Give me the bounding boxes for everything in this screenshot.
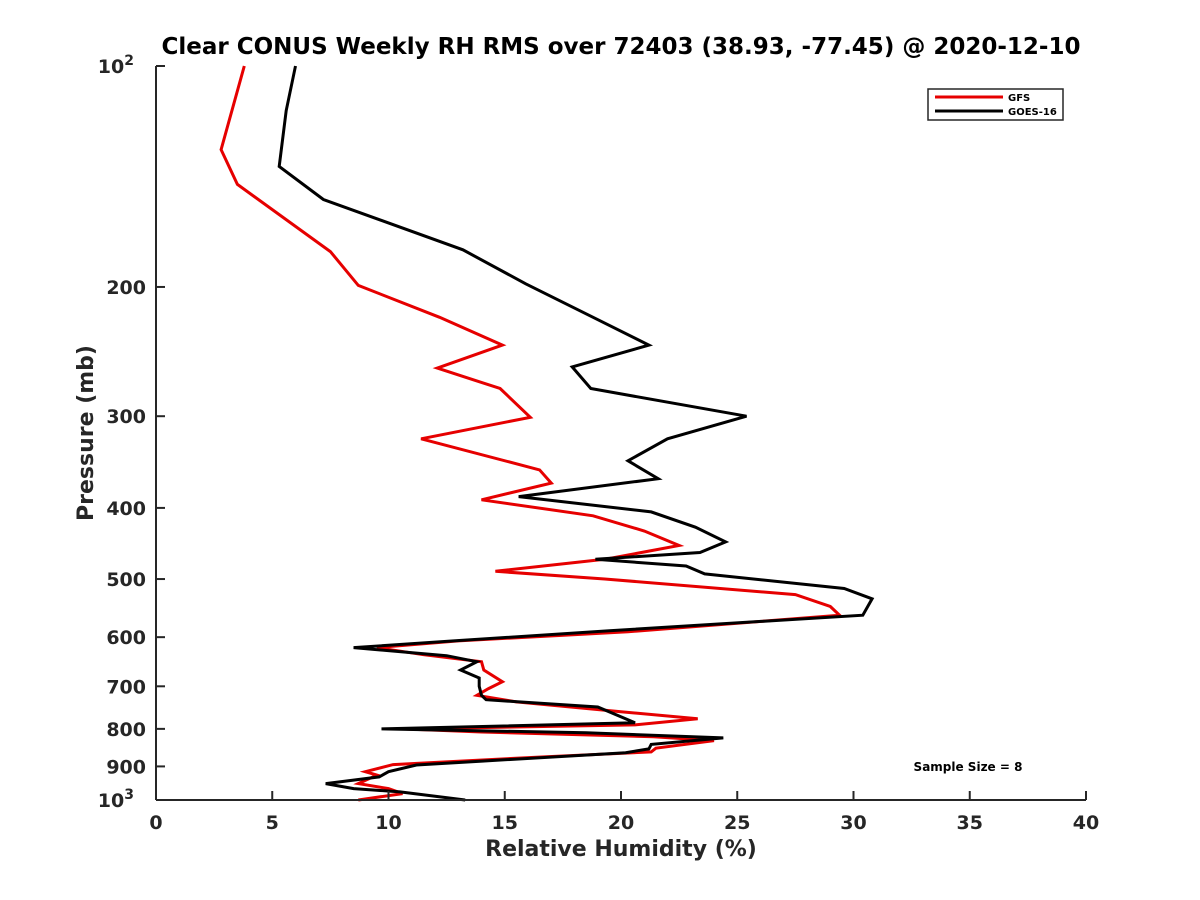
x-axis-title: Relative Humidity (%) (485, 837, 757, 862)
y-tick-label: 300 (106, 406, 146, 428)
y-tick-base: 900 (106, 756, 146, 778)
y-tick-label: 800 (106, 719, 146, 741)
y-tick-label: 600 (106, 627, 146, 649)
y-tick-label: 400 (106, 498, 146, 520)
x-tick-label: 25 (724, 812, 750, 834)
y-tick-label: 103 (98, 787, 134, 812)
x-tick-label: 20 (608, 812, 634, 834)
chart-title: Clear CONUS Weekly RH RMS over 72403 (38… (162, 34, 1081, 60)
y-tick-base: 300 (106, 406, 146, 428)
x-axis: 0 5 10 15 20 25 30 35 40 (149, 791, 1099, 834)
y-tick-label: 102 (98, 53, 134, 78)
y-axis-title: Pressure (mb) (74, 345, 99, 521)
series-line-gfs (219, 65, 843, 802)
series-layer (219, 65, 875, 802)
y-tick-label: 500 (106, 569, 146, 591)
y-tick-label: 200 (106, 277, 146, 299)
x-tick-label: 40 (1073, 812, 1099, 834)
y-tick-label: 700 (106, 676, 146, 698)
x-tick-label: 10 (375, 812, 401, 834)
x-tick-label: 35 (957, 812, 983, 834)
y-tick-base: 200 (106, 277, 146, 299)
sample-size-annotation: Sample Size = 8 (914, 760, 1023, 774)
x-tick-label: 0 (149, 812, 162, 834)
axes-layer (155, 66, 1086, 801)
y-tick-base: 700 (106, 676, 146, 698)
y-tick-base: 600 (106, 627, 146, 649)
x-tick-label: 15 (492, 812, 518, 834)
y-tick-base: 10 (98, 790, 124, 812)
legend-label: GFS (1008, 93, 1030, 104)
x-tick-label: 5 (266, 812, 279, 834)
y-tick-base: 10 (98, 56, 124, 78)
y-tick-base: 400 (106, 498, 146, 520)
y-tick-exponent: 3 (124, 787, 134, 803)
series-line-goes-16 (277, 65, 875, 802)
legend-label: GOES-16 (1008, 107, 1057, 118)
y-tick-exponent: 2 (124, 53, 134, 69)
legend-box (927, 88, 1064, 121)
y-tick-base: 500 (106, 569, 146, 591)
legend: GFS GOES-16 (927, 88, 1064, 121)
y-tick-label: 900 (106, 756, 146, 778)
x-tick-label: 30 (840, 812, 866, 834)
y-tick-base: 800 (106, 719, 146, 741)
